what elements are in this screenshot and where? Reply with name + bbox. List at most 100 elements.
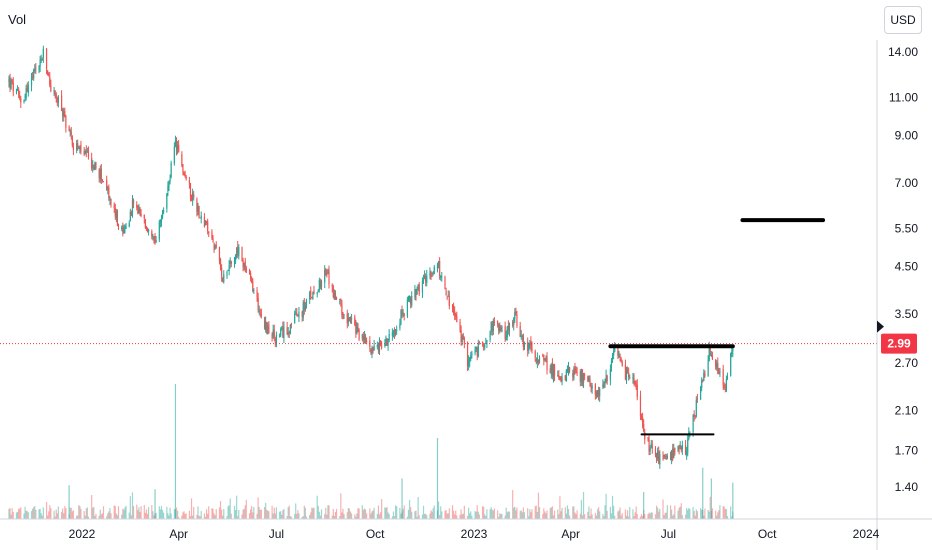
currency-button[interactable]: USD	[884, 6, 922, 34]
candle-body	[71, 136, 73, 146]
trend-lines[interactable]	[608, 218, 826, 436]
candle	[658, 446, 660, 465]
volume-bar	[130, 515, 133, 519]
volume-bar	[54, 516, 56, 519]
candle	[681, 440, 683, 455]
candle	[258, 305, 260, 316]
candle	[639, 390, 642, 420]
candle	[543, 354, 545, 366]
candle-body	[93, 164, 95, 170]
volume-bar	[693, 510, 695, 519]
volume-bar	[508, 511, 511, 519]
candle-body	[132, 200, 135, 204]
volume-bar	[709, 496, 711, 519]
candle-body	[154, 236, 156, 243]
volume-bar	[26, 510, 28, 519]
candle	[400, 309, 402, 326]
volume-bar	[589, 515, 591, 519]
volume-bar	[108, 511, 110, 519]
candle	[34, 64, 36, 74]
candle	[423, 270, 426, 280]
volume-bar	[388, 514, 390, 519]
volume-bar	[719, 505, 721, 519]
volume-bar	[531, 509, 533, 519]
candle	[167, 181, 169, 197]
candle-body	[289, 324, 291, 335]
candle	[211, 229, 213, 240]
candle-body	[456, 316, 458, 323]
candle-body	[297, 314, 299, 316]
candle	[114, 203, 116, 220]
candle	[85, 145, 87, 158]
candle-body	[189, 183, 192, 197]
candle	[121, 225, 123, 232]
candle-body	[143, 214, 145, 219]
candle-body	[531, 346, 533, 351]
volume-bar	[93, 506, 95, 519]
volume-bar	[599, 511, 601, 519]
candle-body	[211, 231, 213, 239]
candle-body	[145, 227, 148, 230]
volume-bar	[648, 512, 650, 519]
candle	[319, 278, 322, 290]
candle-body	[60, 95, 63, 111]
volume-bar	[596, 509, 599, 519]
candle-body	[687, 439, 689, 454]
candle	[628, 367, 630, 381]
volume-bar	[348, 508, 351, 519]
time-tick-label: 2024	[853, 527, 880, 541]
candle	[18, 87, 20, 99]
volume-bar	[326, 514, 328, 519]
volume-bar	[347, 508, 349, 519]
volume-bar	[694, 515, 696, 519]
volume-bar	[355, 516, 357, 519]
candle	[358, 328, 360, 341]
candle	[138, 203, 140, 214]
volume-bar	[534, 506, 536, 519]
candle-body	[421, 281, 424, 293]
candle-body	[319, 281, 322, 288]
volume-bar	[414, 511, 416, 519]
candle-body	[410, 297, 412, 304]
candle-body	[159, 220, 161, 222]
candle-body	[535, 359, 537, 362]
volume-bar	[431, 511, 433, 519]
volume-bar	[725, 509, 727, 519]
volume-bar	[726, 516, 729, 519]
volume-bar	[257, 497, 259, 519]
candle	[455, 312, 457, 320]
volume-bar	[316, 495, 318, 519]
candle	[128, 220, 130, 228]
last-price-label: 2.99	[881, 333, 917, 354]
candle-body	[679, 444, 681, 448]
volume-bar	[115, 513, 117, 519]
volume-bar	[724, 508, 726, 519]
candle	[200, 211, 202, 224]
volume-bar	[475, 511, 477, 519]
candle	[696, 393, 698, 403]
candle-body	[387, 339, 389, 346]
candle	[437, 260, 440, 269]
volume-bar	[274, 513, 276, 519]
candle-body	[648, 439, 650, 452]
candle	[401, 305, 403, 319]
volume-bar	[514, 506, 516, 519]
volume-bar	[296, 513, 298, 519]
candle	[108, 184, 110, 201]
candle-body	[440, 276, 442, 278]
volume-bar	[433, 505, 435, 519]
volume-bar	[147, 507, 150, 519]
candle	[463, 336, 465, 349]
candle	[340, 298, 342, 307]
candle-body	[155, 240, 157, 243]
candle	[471, 350, 473, 359]
volume-bar	[386, 506, 388, 519]
volume-bar	[140, 506, 142, 519]
candle	[9, 73, 11, 93]
candle-body	[192, 192, 194, 201]
candle	[490, 321, 492, 336]
candle-body	[348, 317, 351, 321]
volume-bar	[417, 497, 419, 519]
